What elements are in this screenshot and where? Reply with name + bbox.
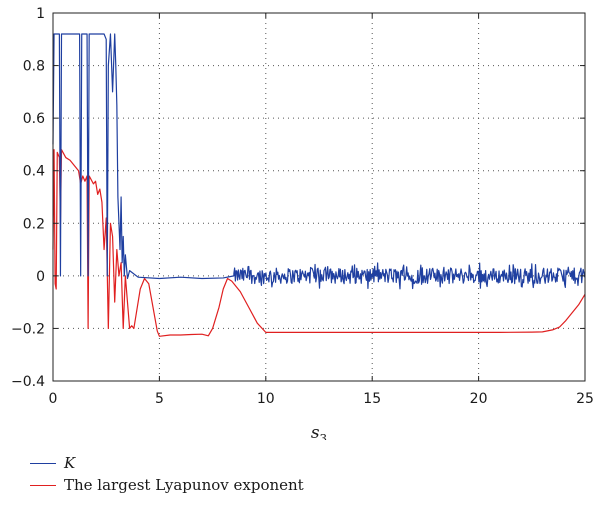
grid-lines <box>53 13 585 381</box>
legend-item-k: K <box>30 452 304 474</box>
legend: K The largest Lyapunov exponent <box>30 452 304 496</box>
y-tick-label: −0.2 <box>11 321 45 337</box>
chart-svg: 0 5 10 15 20 25 −0.4 −0.2 0 0.2 0.4 0.6 0.8 1 s3 <box>11 6 594 440</box>
x-axis-label: s3 <box>311 423 327 440</box>
legend-item-lyapunov: The largest Lyapunov exponent <box>30 474 304 496</box>
axis-ticks: 0 5 10 15 20 25 −0.4 −0.2 0 0.2 0.4 0.6 0.8 1 <box>11 6 594 407</box>
x-tick-label: 0 <box>49 391 58 407</box>
legend-swatch-lyapunov <box>30 484 56 486</box>
x-tick-label: 15 <box>363 391 381 407</box>
y-tick-label: 0.6 <box>23 111 45 127</box>
x-tick-label: 10 <box>257 391 275 407</box>
series-k-line <box>52 33 586 290</box>
series-lyapunov-line <box>52 149 586 337</box>
y-tick-label: 0.4 <box>23 164 45 180</box>
x-tick-label: 20 <box>470 391 488 407</box>
series-lines <box>52 33 586 337</box>
y-tick-label: 1 <box>36 6 45 22</box>
y-tick-label: 0.2 <box>23 216 45 232</box>
y-tick-label: 0.8 <box>23 59 45 75</box>
plot-frame <box>52 12 586 382</box>
x-tick-label: 5 <box>155 391 164 407</box>
legend-label-lyapunov: The largest Lyapunov exponent <box>64 476 304 494</box>
legend-swatch-k <box>30 462 56 464</box>
y-tick-label: −0.4 <box>11 374 45 390</box>
y-tick-label: 0 <box>36 269 45 285</box>
x-tick-label: 25 <box>576 391 594 407</box>
legend-label-k: K <box>64 454 76 472</box>
